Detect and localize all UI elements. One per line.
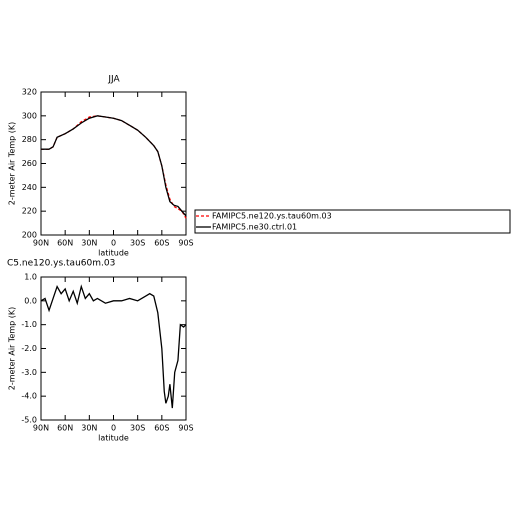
plot-frame [40,276,187,421]
x-tick-label: 90N [33,424,49,433]
chart-title: C5.ne120.ys.tau60m.03 [7,259,115,269]
x-tick-label: 60S [154,239,169,248]
legend-box [194,209,511,234]
y-axis-label: 2-meter Air Temp (K) [8,307,17,390]
y-tick-label: 260 [22,159,37,168]
plot-frame [40,91,187,236]
data-line [41,115,187,217]
x-tick-label: 90S [178,424,193,433]
y-tick-label: -2.0 [21,344,37,353]
x-tick-label: 90N [33,239,49,248]
legend-label: FAMIPC5.ne120.ys.tau60m.03 [212,212,332,221]
x-axis-label: latitude [98,434,129,443]
y-tick-label: -3.0 [21,368,37,377]
y-tick-label: -5.0 [21,416,37,425]
legend-label: FAMIPC5.ne30.ctrl.01 [212,223,297,232]
x-tick-label: 0 [111,239,116,248]
y-tick-label: 320 [22,88,37,97]
y-tick-label: 1.0 [24,273,37,282]
y-tick-label: 0.0 [24,296,37,305]
x-tick-label: 30N [81,424,97,433]
data-line [40,284,187,409]
y-axis-label: 2-meter Air Temp (K) [8,122,17,205]
y-tick-label: 200 [22,231,37,240]
y-tick-label: -4.0 [21,392,37,401]
x-tick-label: 30N [81,239,97,248]
x-tick-label: 60S [154,424,169,433]
x-axis-label: latitude [98,249,129,258]
y-tick-label: 240 [22,183,37,192]
y-tick-label: 280 [22,135,37,144]
x-tick-label: 30S [130,424,145,433]
x-tick-label: 90S [178,239,193,248]
y-tick-label: -1.0 [21,320,37,329]
chart-title: JJA [107,75,120,85]
x-tick-label: 60N [57,239,73,248]
data-line [41,115,187,219]
x-tick-label: 0 [111,424,116,433]
y-tick-label: 220 [22,207,37,216]
x-tick-label: 30S [130,239,145,248]
x-tick-label: 60N [57,424,73,433]
y-tick-label: 300 [22,111,37,120]
